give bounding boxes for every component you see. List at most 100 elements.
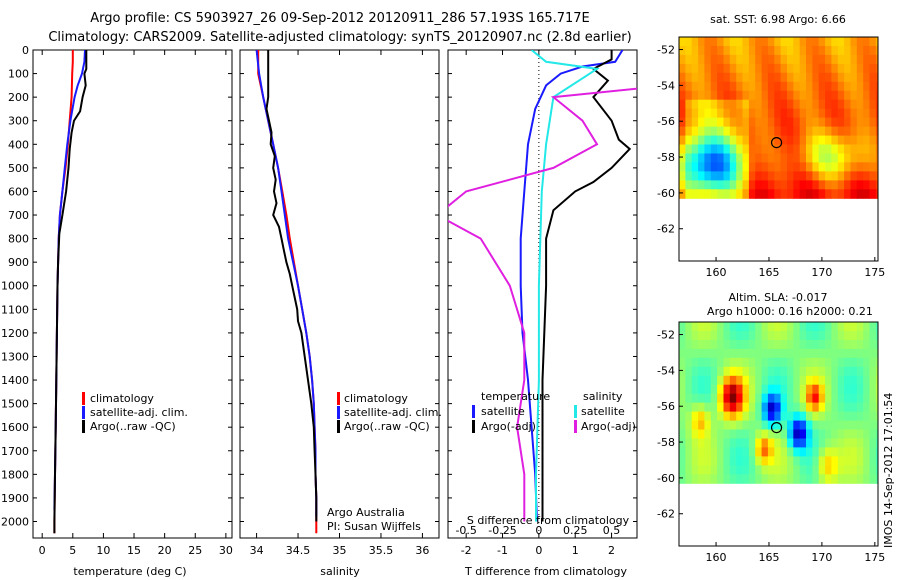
heatmap-cell (869, 72, 877, 83)
legend-swatch-argo (82, 420, 85, 433)
heatmap-cell (742, 46, 750, 56)
heatmap-cell (736, 447, 744, 457)
heatmap-cell (685, 153, 693, 163)
heatmap-cell (755, 429, 763, 439)
sst_map-lon-tick-label: 160 (706, 266, 727, 279)
heatmap-cell (698, 447, 705, 457)
heatmap-cell (767, 72, 775, 83)
heatmap-cell (729, 54, 737, 65)
heatmap-cell (856, 189, 864, 199)
heatmap-cell (863, 366, 871, 377)
heatmap-cell (825, 81, 832, 92)
heatmap-cell (679, 465, 686, 475)
heatmap-cell (761, 46, 769, 56)
heatmap-cell (799, 357, 807, 368)
heatmap-cell (704, 153, 712, 163)
heatmap-cell (755, 447, 763, 457)
heatmap-cell (837, 393, 845, 404)
heatmap-cell (729, 117, 737, 128)
heatmap-cell (831, 135, 839, 146)
sla-map-title-line1: Altim. SLA: -0.017 (728, 291, 827, 304)
heatmap-cell (704, 331, 712, 341)
heatmap-cell (736, 180, 744, 190)
heatmap-cell (774, 331, 782, 341)
heatmap-cell (748, 474, 756, 484)
heatmap-cell (850, 99, 858, 110)
heatmap-cell (704, 135, 712, 146)
heatmap-cell (717, 411, 724, 422)
heatmap-cell (774, 375, 782, 386)
heatmap-cell (704, 189, 712, 199)
heatmap-cell (837, 331, 845, 341)
heatmap-cell (736, 331, 744, 341)
heatmap-cell (729, 411, 737, 422)
heatmap-cell (806, 126, 813, 137)
heatmap-cell (863, 46, 871, 56)
heatmap-cell (748, 411, 756, 422)
heatmap-cell (679, 81, 686, 92)
heatmap-cell (767, 474, 775, 484)
heatmap-cell (793, 402, 801, 413)
heatmap-cell (825, 456, 832, 466)
heatmap-cell (869, 438, 877, 448)
heatmap-cell (691, 357, 699, 368)
heatmap-cell (844, 171, 851, 181)
heatmap-cell (844, 474, 851, 484)
heatmap-cell (685, 366, 693, 377)
heatmap-cell (710, 456, 718, 466)
heatmap-cell (679, 189, 686, 199)
legend-swatch-t-argo (472, 420, 475, 433)
depth-tick-label: 1900 (1, 492, 29, 505)
heatmap-cell (698, 456, 705, 466)
heatmap-cell (793, 46, 801, 56)
heatmap-cell (875, 171, 878, 181)
heatmap-cell (818, 180, 826, 190)
heatmap-cell (856, 37, 864, 47)
heatmap-cell (806, 72, 813, 83)
heatmap-cell (856, 171, 864, 181)
heatmap-cell (723, 37, 731, 47)
heatmap-cell (837, 456, 845, 466)
heatmap-cell (710, 81, 718, 92)
heatmap-cell (812, 46, 820, 56)
heatmap-cell (729, 46, 737, 56)
heatmap-cell (761, 81, 769, 92)
heatmap-cell (723, 357, 731, 368)
heatmap-cell (774, 420, 782, 431)
heatmap-cell (806, 162, 813, 172)
heatmap-cell (818, 189, 826, 199)
heatmap-cell (698, 348, 705, 359)
heatmap-cell (863, 357, 871, 368)
heatmap-cell (691, 366, 699, 377)
heatmap-cell (774, 37, 782, 47)
heatmap-cell (863, 117, 871, 128)
heatmap-cell (755, 153, 763, 163)
heatmap-cell (831, 153, 839, 163)
heatmap-cell (869, 429, 877, 439)
heatmap-cell (825, 393, 832, 404)
heatmap-cell (856, 357, 864, 368)
heatmap-cell (856, 366, 864, 377)
heatmap-cell (723, 348, 731, 359)
heatmap-cell (691, 46, 699, 56)
heatmap-cell (767, 456, 775, 466)
heatmap-cell (799, 162, 807, 172)
heatmap-cell (704, 402, 712, 413)
heatmap-cell (717, 339, 724, 350)
heatmap-cell (793, 108, 801, 119)
heatmap-cell (863, 402, 871, 413)
heatmap-cell (698, 411, 705, 422)
heatmap-cell (850, 63, 858, 74)
heatmap-cell (774, 153, 782, 163)
heatmap-cell (818, 63, 826, 74)
heatmap-cell (780, 90, 788, 101)
heatmap-cell (717, 438, 724, 448)
heatmap-cell (742, 331, 750, 341)
heatmap-cell (799, 402, 807, 413)
heatmap-cell (710, 63, 718, 74)
heatmap-cell (875, 54, 878, 65)
heatmap-cell (717, 81, 724, 92)
heatmap-cell (793, 348, 801, 359)
heatmap-cell (729, 153, 737, 163)
heatmap-cell (723, 54, 731, 65)
